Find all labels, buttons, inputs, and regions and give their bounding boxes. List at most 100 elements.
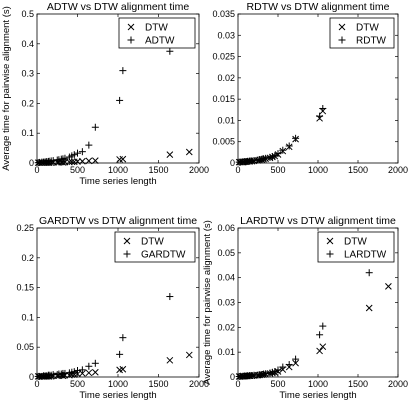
x-tick-label: 0 <box>235 379 240 389</box>
y-tick-label: 0 <box>29 372 34 382</box>
data-point-rdtw <box>316 112 324 120</box>
data-point-dtw <box>91 368 99 376</box>
x-axis-label: Time series length <box>279 390 356 401</box>
y-tick-label: 0.01 <box>217 347 235 357</box>
data-point-lardtw <box>279 363 287 371</box>
y-tick-label: 0.05 <box>217 248 235 258</box>
data-point-lardtw <box>292 355 300 363</box>
chart-title: RDTW vs DTW alignment time <box>247 1 390 13</box>
legend-label: ADTW <box>145 36 175 47</box>
y-tick-label: 0.015 <box>212 94 235 104</box>
data-point-lardtw <box>316 331 324 339</box>
data-point-adtw <box>78 148 86 156</box>
y-tick-label: 0.025 <box>212 52 235 62</box>
data-point-dtw <box>85 157 93 165</box>
x-tick-label: 0 <box>34 165 39 175</box>
data-point-dtw <box>319 343 327 351</box>
x-tick-label: 2000 <box>388 379 408 389</box>
data-point-gardtw <box>78 366 86 374</box>
data-point-rdtw <box>279 146 287 154</box>
data-point-gardtw <box>61 369 69 377</box>
legend-label: DTW <box>141 237 164 248</box>
legend-marker-adtw <box>127 36 135 44</box>
data-point-dtw <box>166 356 174 364</box>
legend-marker-dtw <box>338 23 346 31</box>
data-point-adtw <box>85 141 93 149</box>
data-point-dtw <box>185 351 193 359</box>
y-tick-label: 0.01 <box>217 115 235 125</box>
y-tick-label: 0.2 <box>21 98 34 108</box>
x-tick-label: 500 <box>270 379 285 389</box>
x-tick-label: 1000 <box>108 379 128 389</box>
chart-panel-4: LARDTW vs DTW alignment time 0 500 1000 1500… <box>202 215 408 401</box>
y-tick-label: 0.1 <box>21 128 34 138</box>
legend-marker-dtw <box>127 23 135 31</box>
data-point-gardtw <box>166 293 174 301</box>
chart-title: GARDTW vs DTW alignment time <box>39 215 197 227</box>
data-point-dtw <box>292 359 299 367</box>
data-point-rdtw <box>292 134 300 142</box>
data-point-gardtw <box>91 359 99 367</box>
legend-label: DTW <box>145 23 168 34</box>
legend-box <box>329 17 395 49</box>
legend-label: RDTW <box>356 36 387 47</box>
y-tick-label: 0.3 <box>21 69 34 79</box>
data-point-dtw <box>316 347 323 355</box>
x-tick-label: 0 <box>34 379 39 389</box>
y-tick-label: 0.5 <box>21 9 34 19</box>
data-point-gardtw <box>85 362 93 370</box>
y-axis-label: Average time for pairwise alignment (s) <box>1 6 12 171</box>
x-tick-label: 500 <box>270 165 285 175</box>
series-gardtw <box>34 293 174 380</box>
y-tick-label: 0 <box>230 158 235 168</box>
y-tick-label: 0 <box>29 158 34 168</box>
data-point-rdtw <box>274 150 282 158</box>
x-tick-label: 1000 <box>308 165 328 175</box>
data-point-adtw <box>119 67 127 75</box>
legend: DTW RDTW <box>329 17 395 49</box>
legend-label: DTW <box>344 237 367 248</box>
data-point-adtw <box>116 96 124 104</box>
data-point-lardtw <box>271 368 279 376</box>
y-axis-label: Average time for pairwise alignment (s) <box>202 220 213 385</box>
data-point-adtw <box>74 149 81 157</box>
data-point-lardtw <box>274 366 282 374</box>
chart-title: LARDTW vs DTW alignment time <box>240 215 396 227</box>
x-tick-label: 500 <box>70 379 85 389</box>
data-point-lardtw <box>365 269 373 277</box>
legend-marker-lardtw <box>326 250 334 258</box>
data-point-gardtw <box>116 350 124 358</box>
y-tick-label: 0.2 <box>21 253 34 263</box>
x-tick-label: 2000 <box>388 165 408 175</box>
x-axis-label: Time series length <box>79 390 156 401</box>
chart-panel-1: ADTW vs DTW alignment time 0 500 1000 1500 20… <box>1 1 209 187</box>
data-point-dtw <box>91 157 99 164</box>
x-tick-label: 2000 <box>189 165 209 175</box>
x-axis-label: Time series length <box>79 176 156 187</box>
data-point-dtw <box>85 369 93 377</box>
legend-marker-rdtw <box>338 36 346 44</box>
data-point-adtw <box>166 47 174 55</box>
y-tick-label: 0 <box>230 372 235 382</box>
chart-panel-3: GARDTW vs DTW alignment time 0 500 1000 1500… <box>16 215 209 401</box>
chart-title: ADTW vs DTW alignment time <box>47 1 190 13</box>
y-tick-label: 0.15 <box>16 283 34 293</box>
legend-label: DTW <box>356 23 379 34</box>
x-tick-label: 1500 <box>148 165 168 175</box>
data-point-dtw <box>166 151 174 159</box>
x-tick-label: 1000 <box>308 379 328 389</box>
legend-box <box>114 231 196 263</box>
y-tick-label: 0.005 <box>212 137 235 147</box>
data-point-dtw <box>185 148 193 156</box>
y-tick-label: 0.03 <box>217 298 235 308</box>
y-tick-label: 0.02 <box>217 322 235 332</box>
data-point-dtw <box>79 370 86 377</box>
legend-label: LARDTW <box>344 250 387 261</box>
x-tick-label: 1500 <box>348 379 368 389</box>
data-point-rdtw <box>319 105 327 113</box>
legend: DTW ADTW <box>118 17 196 49</box>
x-tick-label: 2000 <box>189 379 209 389</box>
legend: DTW GARDTW <box>114 231 196 263</box>
data-point-adtw <box>49 157 57 165</box>
